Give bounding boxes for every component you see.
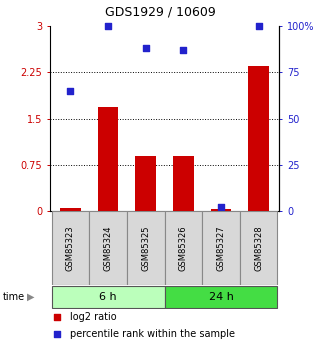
Bar (98, 107, 118, 211)
Bar (52, 211, 89, 285)
Point (181, 47, 186, 53)
Point (54, 314, 59, 319)
Point (54, 331, 59, 337)
Text: 6 h: 6 h (99, 292, 117, 302)
Bar (127, 211, 164, 285)
Bar (173, 156, 194, 211)
Text: time: time (3, 292, 25, 302)
Bar (248, 66, 269, 211)
Text: GSM85324: GSM85324 (104, 226, 113, 271)
Bar (60, 208, 81, 211)
Bar (89, 211, 127, 285)
Point (218, 205, 223, 210)
Text: 24 h: 24 h (209, 292, 233, 302)
Text: percentile rank within the sample: percentile rank within the sample (70, 329, 235, 339)
Bar (164, 286, 277, 308)
Text: GDS1929 / 10609: GDS1929 / 10609 (105, 5, 216, 18)
Text: GSM85323: GSM85323 (66, 225, 75, 271)
Point (106, 23, 111, 29)
Text: GSM85328: GSM85328 (254, 225, 263, 271)
Bar (164, 211, 202, 285)
Text: GSM85326: GSM85326 (179, 225, 188, 271)
Bar (135, 156, 156, 211)
Point (68, 88, 73, 93)
Bar (202, 211, 240, 285)
Text: log2 ratio: log2 ratio (70, 312, 117, 322)
Text: GSM85327: GSM85327 (216, 225, 225, 271)
Text: GSM85325: GSM85325 (141, 226, 150, 271)
Point (143, 45, 148, 51)
Point (256, 23, 261, 29)
Bar (52, 286, 164, 308)
Text: ▶: ▶ (27, 292, 34, 302)
Bar (240, 211, 277, 285)
Bar (211, 209, 231, 211)
